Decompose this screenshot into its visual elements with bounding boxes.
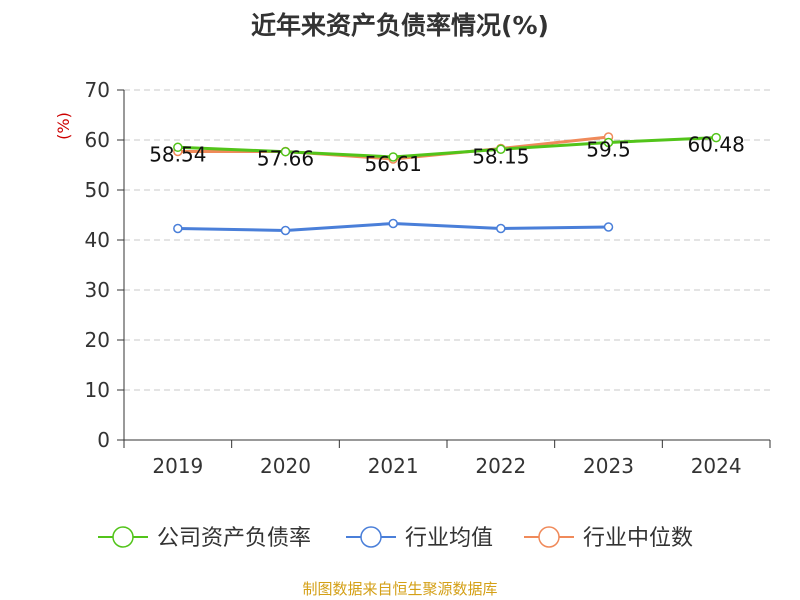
legend-label: 行业中位数 xyxy=(583,526,693,551)
point-company xyxy=(173,142,183,153)
legend-label: 行业均值 xyxy=(405,526,493,551)
legend-item-company: 公司资产负债率 xyxy=(98,526,311,551)
point-industry_avg xyxy=(388,218,398,229)
gridlines xyxy=(124,89,770,391)
legend-item-industry_median: 行业中位数 xyxy=(524,526,693,551)
x-tick-label: 2020 xyxy=(260,454,311,478)
legend-swatch-marker xyxy=(538,526,560,548)
point-industry_avg xyxy=(603,222,614,232)
y-tick-label: 0 xyxy=(97,428,110,452)
data-label: 58.54 xyxy=(149,142,206,166)
data-labels: 58.54 57.66 56.61 58.15 59.5 60.48 xyxy=(149,133,745,176)
data-label: 60.48 xyxy=(688,133,745,157)
x-tick-label: 2019 xyxy=(152,454,203,478)
legend-swatch-marker xyxy=(360,526,382,548)
y-tick-label: 50 xyxy=(85,178,110,202)
series-lines xyxy=(173,132,721,236)
chart-title: 近年来资产负债率情况(%) xyxy=(251,11,549,40)
y-tick-label: 10 xyxy=(85,378,110,402)
point-company xyxy=(388,152,398,162)
legend: 公司资产负债率 行业均值 行业中位数 xyxy=(98,526,693,551)
point-company xyxy=(711,132,721,143)
data-label: 58.15 xyxy=(472,144,529,168)
y-tick-label: 70 xyxy=(85,78,110,102)
y-axis-label: (%) xyxy=(54,112,73,140)
data-label: 56.61 xyxy=(365,152,422,176)
axes: 0 10 20 30 40 50 60 70 (%) 2019 2020 2021 2022 2023 20… xyxy=(54,78,771,478)
y-tick-label: 20 xyxy=(85,328,110,352)
source-note: 制图数据来自恒生聚源数据库 xyxy=(302,580,498,598)
data-label: 57.66 xyxy=(257,147,314,171)
y-tick-label: 60 xyxy=(85,128,110,152)
data-label: 59.5 xyxy=(586,138,631,162)
x-tick-label: 2021 xyxy=(368,454,419,478)
legend-label: 公司资产负债率 xyxy=(157,526,311,551)
y-tick-label: 30 xyxy=(85,278,110,302)
point-industry_avg xyxy=(173,223,183,234)
series-line-company xyxy=(177,136,717,159)
y-tick-label: 40 xyxy=(85,228,110,252)
legend-item-industry_avg: 行业均值 xyxy=(346,526,493,551)
point-company xyxy=(603,137,614,148)
x-tick-label: 2023 xyxy=(583,454,634,478)
x-tick-label: 2022 xyxy=(475,454,526,478)
legend-swatch-marker xyxy=(112,526,134,548)
point-company xyxy=(496,144,506,154)
x-tick-label: 2024 xyxy=(691,454,742,478)
point-industry_avg xyxy=(280,225,291,236)
point-company xyxy=(280,146,291,157)
point-industry_avg xyxy=(496,223,506,234)
